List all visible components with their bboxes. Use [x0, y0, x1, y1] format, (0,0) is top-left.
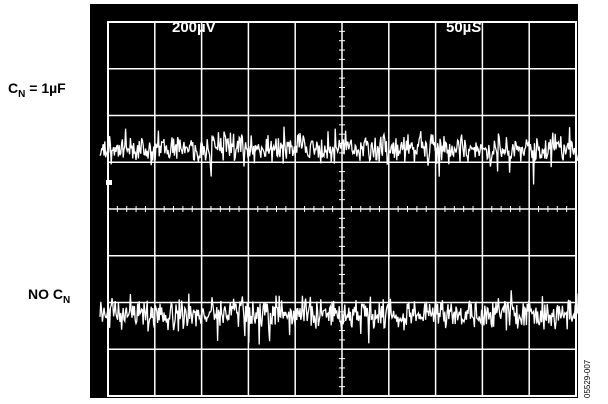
- volts-per-div-readout: 200µV: [172, 19, 216, 36]
- trace2-label: NO CN: [28, 286, 71, 306]
- trace-1: [99, 126, 579, 185]
- figure-id: 05529-007: [583, 359, 592, 398]
- trace1-label: CN = 1µF: [8, 80, 66, 100]
- trace-2: [99, 290, 579, 345]
- graticule: [106, 21, 577, 397]
- screen-background: [90, 4, 578, 398]
- time-per-div-readout: 50µS: [446, 19, 481, 36]
- ground-marker: [106, 180, 112, 185]
- traces: [99, 126, 579, 345]
